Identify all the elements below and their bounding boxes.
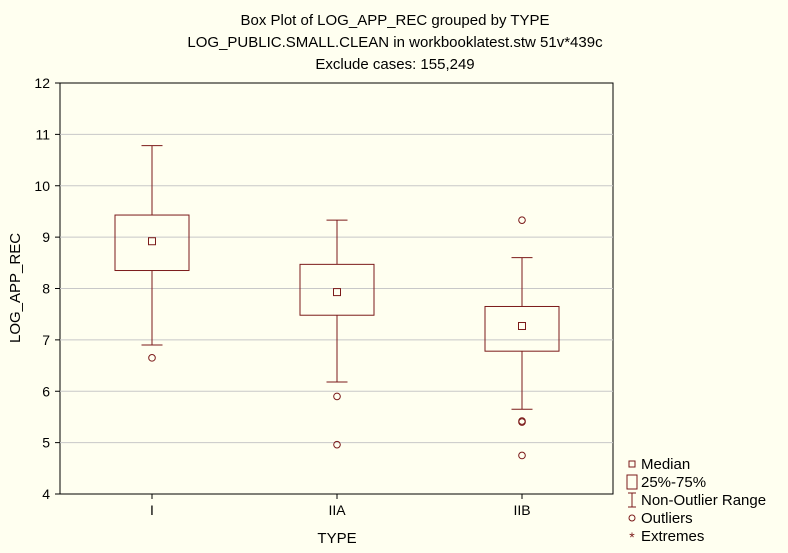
legend-label: Outliers [641, 510, 693, 527]
box-group-iib [484, 216, 560, 460]
legend-label: Median [641, 456, 690, 473]
y-tick-label: 4 [42, 486, 50, 502]
legend-label: 25%-75% [641, 474, 706, 491]
y-tick-label: 10 [34, 178, 50, 194]
outlier-point [148, 354, 156, 362]
x-tick-label: IIA [328, 502, 346, 518]
y-tick-label: 12 [34, 75, 50, 91]
y-axis-label: LOG_APP_REC [7, 233, 24, 343]
outlier-point [333, 392, 341, 401]
y-tick-label: 7 [42, 332, 50, 348]
median-marker [333, 288, 341, 297]
boxes [114, 145, 560, 460]
y-tick-label: 11 [35, 126, 50, 142]
legend-outlier-icon [628, 514, 636, 522]
y-axis-ticks: 4 5 6 7 8 9 10 11 12 [34, 75, 60, 502]
outlier-point [518, 418, 526, 426]
legend-label: Non-Outlier Range [641, 492, 766, 509]
title-line-2: LOG_PUBLIC.SMALL.CLEAN in workbooklatest… [187, 34, 603, 51]
box-group-i [114, 145, 190, 362]
outlier-point [518, 216, 526, 224]
iqr-box [114, 214, 190, 272]
x-tick-label: I [150, 502, 154, 518]
box-group-iia [299, 219, 375, 449]
outlier-point [333, 440, 341, 449]
x-axis-ticks: I IIA IIB [150, 494, 531, 518]
iqr-box [299, 263, 375, 316]
y-tick-label: 5 [42, 435, 50, 451]
title-line-3: Exclude cases: 155,249 [315, 56, 474, 73]
legend-label: Extremes [641, 528, 704, 545]
y-tick-label: 8 [42, 281, 50, 297]
median-marker [518, 322, 526, 331]
x-axis-label: TYPE [317, 530, 356, 547]
outlier-point [518, 451, 526, 460]
legend-extremes-icon: * [629, 529, 635, 545]
y-tick-label: 6 [42, 383, 50, 399]
median-marker [148, 237, 156, 246]
iqr-box [484, 305, 560, 352]
chart-title: Box Plot of LOG_APP_REC grouped by TYPE … [187, 12, 603, 73]
legend-iqr-icon [626, 474, 638, 490]
legend-median-icon [628, 460, 636, 468]
title-line-1: Box Plot of LOG_APP_REC grouped by TYPE [240, 12, 549, 29]
y-tick-label: 9 [42, 229, 50, 245]
x-tick-label: IIB [513, 502, 530, 518]
